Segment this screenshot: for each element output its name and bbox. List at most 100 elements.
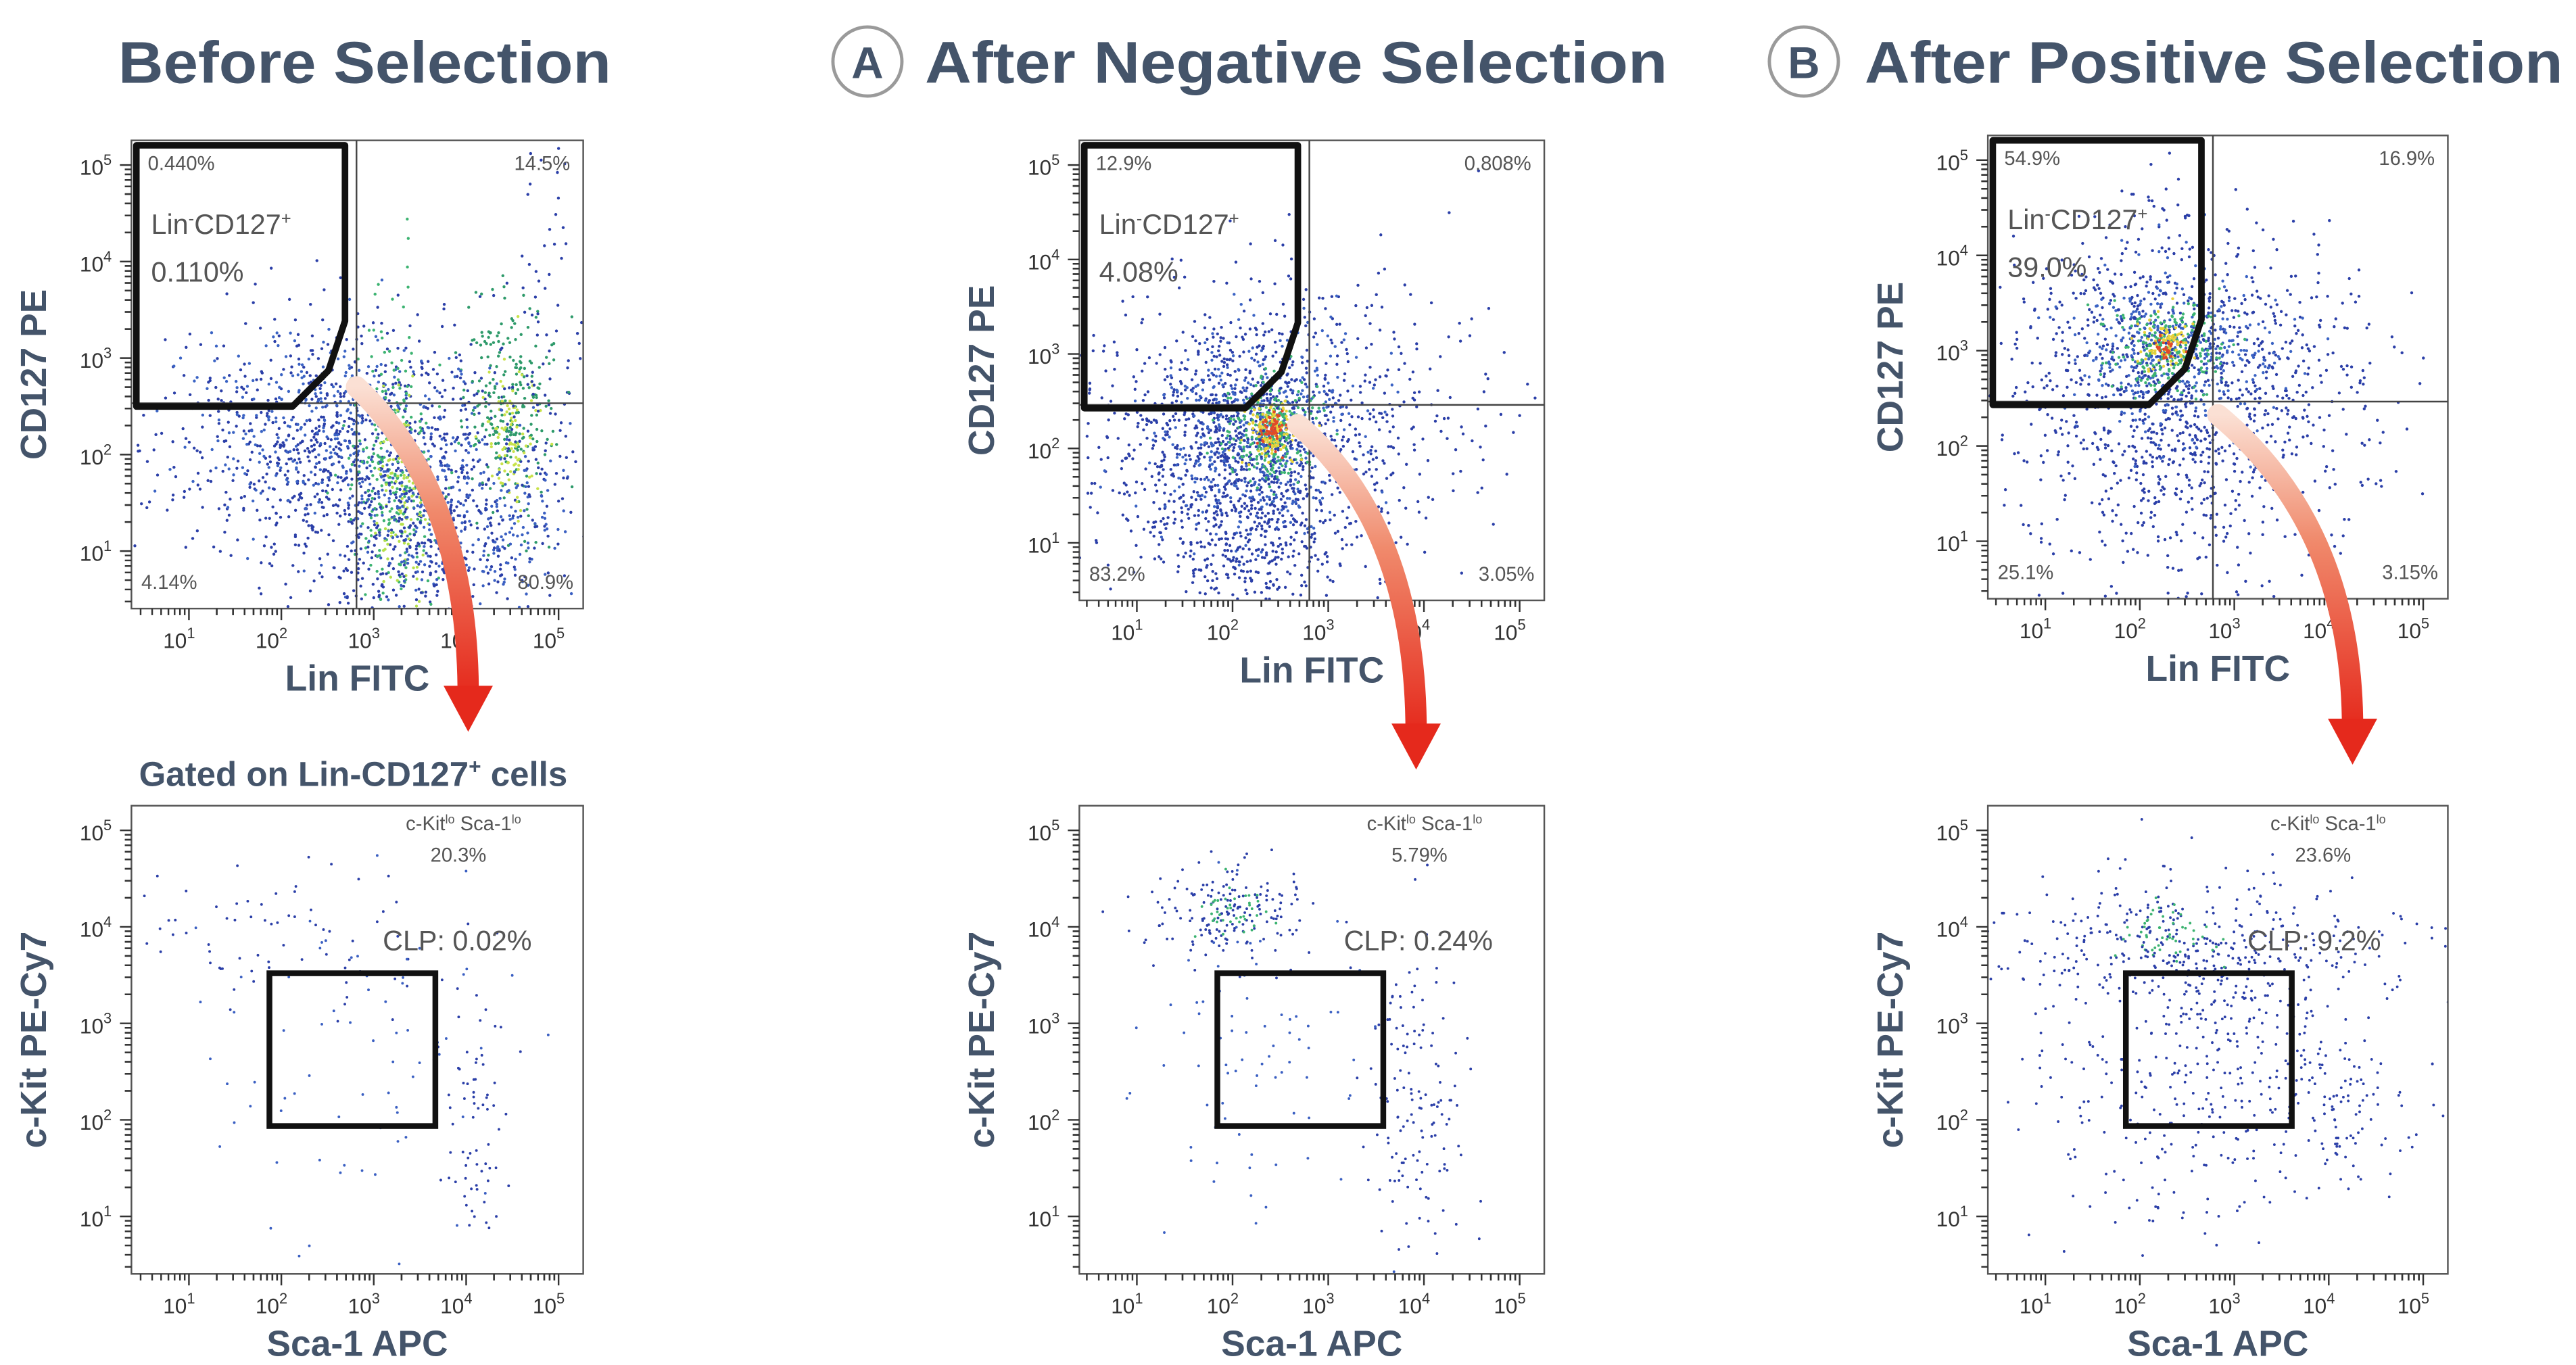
event-dot <box>297 452 300 454</box>
event-dot <box>350 428 353 431</box>
event-dot <box>1231 401 1233 404</box>
event-dot <box>525 469 527 471</box>
event-dot <box>506 490 508 493</box>
event-dot <box>405 392 408 395</box>
event-dot <box>554 213 557 216</box>
event-dot <box>326 513 329 516</box>
event-dot <box>517 315 519 318</box>
event-dot <box>339 614 341 617</box>
event-dot <box>527 460 529 462</box>
event-dot <box>1134 492 1137 494</box>
event-dot <box>1194 385 1197 387</box>
event-dot <box>1284 465 1287 468</box>
event-dot <box>509 542 512 545</box>
x-tick-label: 104 <box>440 1290 472 1318</box>
event-dot <box>1103 469 1106 472</box>
event-dot <box>248 362 251 364</box>
event-dot <box>464 437 467 440</box>
event-dot <box>540 491 542 494</box>
event-dot <box>456 1224 458 1227</box>
event-dot <box>1336 354 1339 357</box>
event-dot <box>1425 517 1427 519</box>
event-dot <box>375 436 378 439</box>
event-dot <box>423 509 425 512</box>
event-dot <box>297 373 300 376</box>
event-dot <box>1189 504 1192 506</box>
event-dot <box>241 466 244 469</box>
event-dot <box>1151 439 1154 441</box>
event-dot <box>253 483 256 485</box>
event-dot <box>1217 402 1220 404</box>
event-dot <box>343 592 345 595</box>
event-dot <box>1142 429 1145 431</box>
event-dot <box>239 368 242 371</box>
event-dot <box>1170 366 1172 369</box>
event-dot <box>251 451 254 454</box>
event-dot <box>1106 436 1109 439</box>
event-dot <box>382 580 385 583</box>
event-dot <box>371 370 374 373</box>
event-dot <box>396 505 399 508</box>
event-dot <box>1207 479 1210 481</box>
event-dot <box>556 304 559 306</box>
event-dot <box>250 429 253 432</box>
event-dot <box>512 404 515 407</box>
event-dot <box>1208 431 1210 434</box>
event-dot <box>344 375 347 377</box>
event-dot <box>435 562 437 565</box>
event-dot <box>519 355 522 358</box>
event-dot <box>389 452 392 454</box>
event-dot <box>1218 375 1221 377</box>
event-dot <box>567 359 570 362</box>
event-dot <box>181 427 184 430</box>
event-dot <box>403 563 406 566</box>
event-dot <box>513 565 516 568</box>
event-dot <box>544 479 546 481</box>
event-dot <box>1203 496 1206 498</box>
event-dot <box>389 489 391 492</box>
event-dot <box>226 456 229 458</box>
event-dot <box>1247 381 1249 384</box>
event-dot <box>275 433 278 436</box>
event-dot <box>345 472 348 475</box>
event-dot <box>1358 433 1361 435</box>
event-dot <box>1183 462 1186 465</box>
event-dot <box>348 298 351 301</box>
event-dot <box>1146 295 1149 298</box>
event-dot <box>193 447 195 450</box>
event-dot <box>403 579 406 582</box>
event-dot <box>1192 558 1195 560</box>
event-dot <box>322 928 325 931</box>
event-dot <box>486 1093 489 1096</box>
event-dot <box>1066 464 1069 466</box>
event-dot <box>282 944 285 947</box>
event-dot <box>1288 213 1291 216</box>
tick-exp: 4 <box>103 248 112 265</box>
event-dot <box>497 355 500 358</box>
event-dot <box>324 622 327 625</box>
event-dot <box>515 392 517 395</box>
tick-exp: 3 <box>103 345 112 362</box>
event-dot <box>1163 492 1166 494</box>
event-dot <box>441 396 444 398</box>
event-dot <box>1210 351 1213 354</box>
event-dot <box>1245 489 1247 492</box>
event-dot <box>394 382 397 385</box>
event-dot <box>1244 368 1247 371</box>
event-dot <box>346 445 349 448</box>
event-dot <box>1256 512 1259 514</box>
event-dot <box>488 1167 491 1170</box>
event-dot <box>412 613 414 616</box>
event-dot <box>267 961 270 963</box>
event-dot <box>339 430 341 433</box>
event-dot <box>429 555 431 558</box>
event-dot <box>544 529 546 531</box>
event-dot <box>1471 439 1473 442</box>
event-dot <box>1057 396 1059 399</box>
tick-base: 10 <box>348 628 372 652</box>
tick-exp: 2 <box>103 1106 112 1123</box>
event-dot <box>396 460 399 463</box>
event-dot <box>421 366 423 368</box>
event-dot <box>380 363 383 366</box>
event-dot <box>325 953 328 956</box>
